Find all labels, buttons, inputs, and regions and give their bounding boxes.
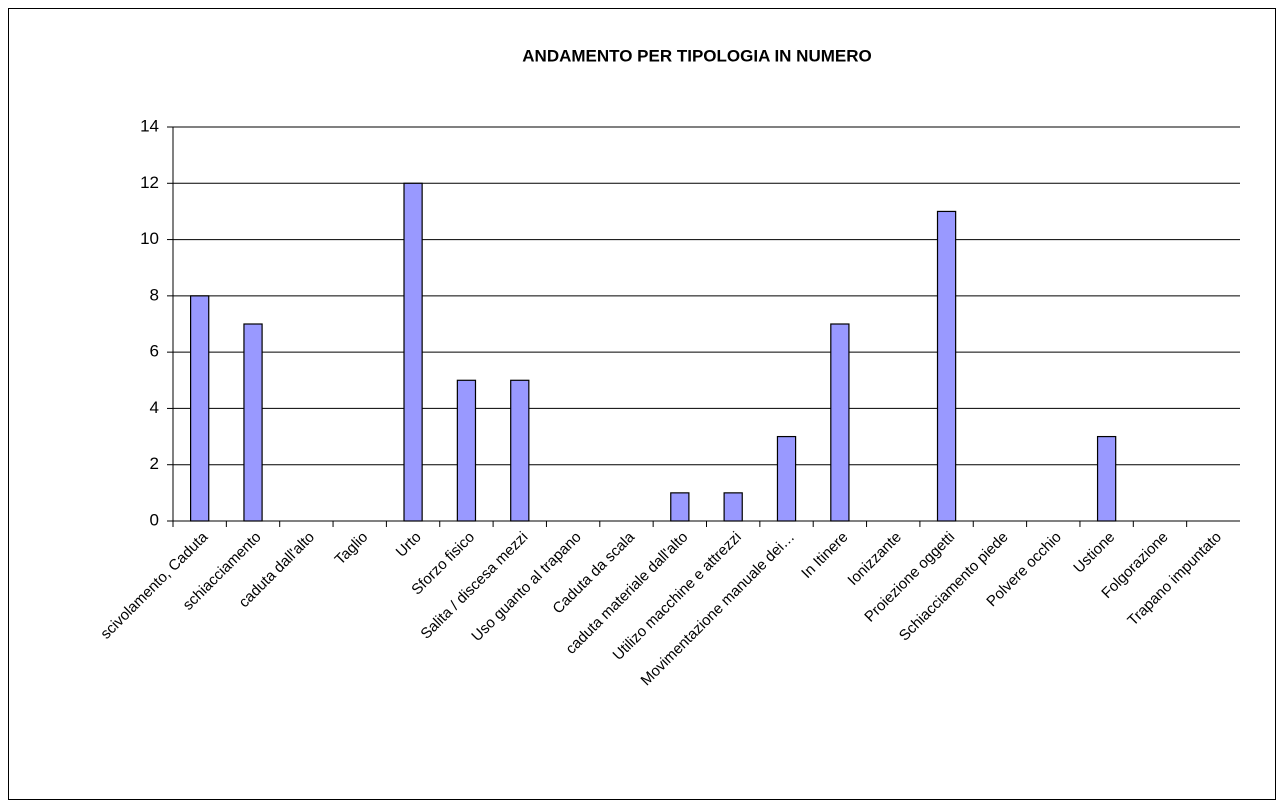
y-tick-label: 6 [150,342,159,361]
bar [243,323,263,522]
bar [456,379,477,522]
bar [830,323,850,522]
y-tick-label: 12 [140,173,159,192]
y-tick-label: 2 [150,454,159,473]
bar [403,182,423,522]
bar [190,295,210,522]
bar [670,492,690,522]
y-tick-label: 4 [150,398,159,417]
bar [510,379,530,522]
bar [776,435,797,522]
y-tick-label: 0 [150,510,159,529]
bar [723,492,743,522]
chart-frame [8,8,1276,800]
bar [1096,435,1117,522]
y-tick-label: 10 [140,229,159,248]
y-tick-label: 14 [140,116,159,135]
chart-title: ANDAMENTO PER TIPOLOGIA IN NUMERO [522,46,871,65]
bar [936,210,957,522]
y-tick-label: 8 [150,285,159,304]
